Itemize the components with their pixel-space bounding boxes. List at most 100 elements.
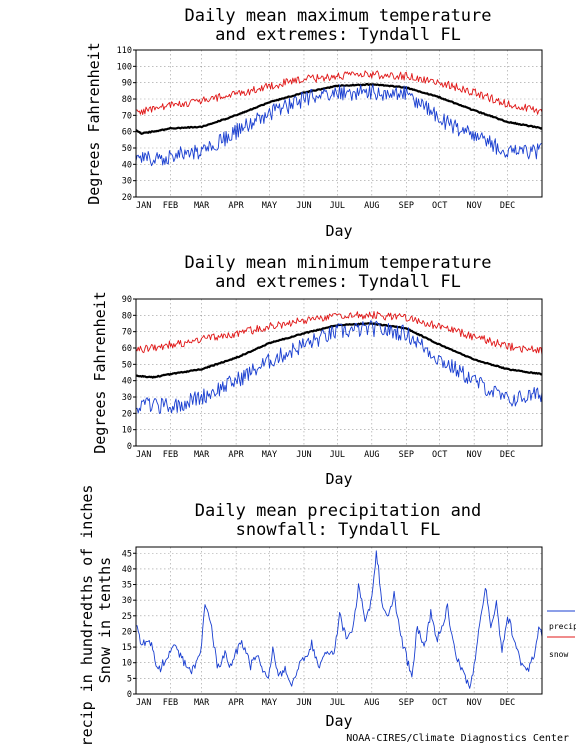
- x-tick-label: NOV: [466, 201, 481, 211]
- x-tick-label: JAN: [136, 450, 151, 460]
- y-tick-label: 90: [122, 79, 132, 89]
- max-temperature-chart: Daily mean maximum temperature and extre…: [85, 6, 543, 240]
- x-tick-label: JUL: [330, 201, 345, 211]
- chart-title-line-1: Daily mean maximum temperature: [184, 6, 491, 26]
- series-line-min-extreme: [135, 84, 543, 167]
- legend-snow-label: snow: [549, 650, 568, 659]
- x-tick-label: JUN: [296, 450, 311, 460]
- series-group: [135, 550, 543, 695]
- x-tick-label: JUN: [296, 698, 311, 708]
- x-tick-label: FEB: [163, 201, 178, 211]
- x-tick-label: MAR: [194, 698, 210, 708]
- credit-text: NOAA-CIRES/Climate Diagnostics Center: [346, 733, 569, 744]
- x-tick-label: OCT: [432, 698, 447, 708]
- grid: [136, 50, 542, 197]
- y-tick-label: 50: [122, 360, 132, 370]
- x-tick-label: APR: [228, 698, 244, 708]
- series-group: [135, 311, 543, 414]
- y-tick-label: 40: [122, 377, 132, 387]
- x-tick-label: JAN: [136, 201, 151, 211]
- x-tick-label: SEP: [399, 698, 414, 708]
- series-group: [135, 70, 543, 167]
- plot-frame: [135, 546, 543, 695]
- chart-title-line-1: Daily mean precipitation and: [195, 501, 482, 521]
- x-tick-labels: JAN FEB MAR APR MAY JUN JUL AUG SEP OCT NOV DEC: [136, 201, 515, 211]
- x-tick-label: JUN: [296, 201, 311, 211]
- x-tick-labels: JAN FEB MAR APR MAY JUN JUL AUG SEP OCT NOV DEC: [136, 698, 515, 708]
- chart-title-line-2: and extremes: Tyndall FL: [215, 272, 461, 292]
- chart-title-line-2: snowfall: Tyndall FL: [236, 520, 441, 540]
- y-tick-label: 110: [117, 46, 132, 56]
- x-tick-label: JUL: [330, 698, 345, 708]
- y-tick-label: 80: [122, 311, 132, 321]
- x-tick-label: SEP: [399, 450, 414, 460]
- grid: [136, 547, 542, 694]
- x-tick-label: AUG: [364, 698, 379, 708]
- grid: [136, 299, 542, 446]
- x-tick-label: MAY: [262, 201, 277, 211]
- y-tick-label: 5: [127, 674, 132, 684]
- y-tick-labels: 0 10 20 30 40 50 60 70 80 90: [122, 295, 136, 452]
- x-tick-label: MAY: [262, 450, 277, 460]
- series-line-min-extreme: [135, 320, 543, 414]
- y-tick-label: 15: [122, 643, 132, 653]
- min-temperature-chart: Daily mean minimum temperature and extre…: [91, 253, 543, 488]
- series-line-max-extreme: [135, 311, 543, 355]
- y-tick-label: 30: [122, 177, 132, 187]
- x-tick-label: JUL: [330, 450, 345, 460]
- y-tick-label: 20: [122, 409, 132, 419]
- y-tick-label: 10: [122, 426, 132, 436]
- x-tick-label: FEB: [163, 698, 178, 708]
- y-tick-label: 10: [122, 659, 132, 669]
- x-tick-label: AUG: [364, 450, 379, 460]
- y-tick-label: 40: [122, 160, 132, 170]
- y-tick-label: 20: [122, 193, 132, 203]
- x-tick-label: FEB: [163, 450, 178, 460]
- y-tick-label: 45: [122, 549, 132, 559]
- x-tick-label: MAY: [262, 698, 277, 708]
- x-tick-label: NOV: [466, 450, 481, 460]
- y-tick-label: 60: [122, 128, 132, 138]
- y-tick-label: 70: [122, 111, 132, 121]
- legend: precip snow: [547, 610, 576, 659]
- legend-precip-label: precip: [549, 622, 576, 631]
- x-tick-label: MAR: [194, 201, 210, 211]
- y-tick-labels: 20 30 40 50 60 70 80 90 100 110: [117, 46, 136, 203]
- x-tick-label: AUG: [364, 201, 379, 211]
- x-tick-label: APR: [228, 201, 244, 211]
- chart-title-line-1: Daily mean minimum temperature: [184, 253, 491, 273]
- x-tick-label: APR: [228, 450, 244, 460]
- x-axis-label: Day: [325, 712, 352, 730]
- x-tick-labels: JAN FEB MAR APR MAY JUN JUL AUG SEP OCT NOV DEC: [136, 450, 515, 460]
- series-line-precip: [135, 550, 543, 689]
- x-tick-label: DEC: [500, 450, 515, 460]
- plot-frame: [135, 298, 543, 447]
- x-tick-label: OCT: [432, 450, 447, 460]
- y-axis-label-line-1: Precip in hundredths of inches: [78, 485, 96, 745]
- x-tick-label: JAN: [136, 698, 151, 708]
- y-tick-label: 35: [122, 581, 132, 591]
- y-tick-label: 40: [122, 565, 132, 575]
- y-tick-label: 80: [122, 95, 132, 105]
- y-tick-label: 0: [127, 442, 132, 452]
- y-tick-label: 0: [127, 690, 132, 700]
- precipitation-chart: Daily mean precipitation and snowfall: T…: [78, 485, 576, 745]
- x-tick-label: MAR: [194, 450, 210, 460]
- plot-frame: [135, 49, 543, 198]
- y-tick-label: 100: [117, 62, 132, 72]
- x-tick-label: DEC: [500, 698, 515, 708]
- x-axis-label: Day: [325, 470, 352, 488]
- series-line-mean: [135, 82, 543, 135]
- y-tick-labels: 0 5 10 15 20 25 30 35 40 45: [122, 549, 136, 700]
- x-tick-label: DEC: [500, 201, 515, 211]
- x-tick-label: SEP: [399, 201, 414, 211]
- x-tick-label: NOV: [466, 698, 481, 708]
- y-tick-label: 25: [122, 612, 132, 622]
- y-axis-label-line-2: Snow in tenths: [96, 557, 114, 683]
- x-tick-label: OCT: [432, 201, 447, 211]
- y-tick-label: 60: [122, 344, 132, 354]
- x-axis-label: Day: [325, 222, 352, 240]
- series-line-mean: [135, 322, 543, 379]
- y-axis-label: Degrees Fahrenheit: [85, 42, 103, 205]
